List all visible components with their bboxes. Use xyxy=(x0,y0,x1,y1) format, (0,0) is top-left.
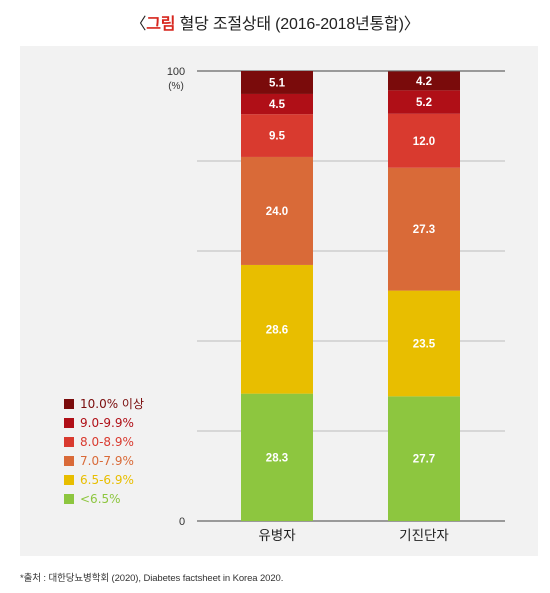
bar-segment xyxy=(388,113,460,168)
title-open-bracket: 〈 xyxy=(130,16,147,33)
legend-swatch xyxy=(64,399,74,409)
legend-label: 8.0-8.9% xyxy=(80,435,134,449)
x-tick-label: 기진단자 xyxy=(399,528,449,544)
title-prefix: 그림 xyxy=(146,16,176,33)
data-label: 28.6 xyxy=(266,324,288,336)
bar-segment xyxy=(388,396,460,521)
title-text: 혈당 조절상태 (2016-2018년통합) xyxy=(179,16,404,33)
legend-swatch xyxy=(64,456,74,466)
data-label: 27.7 xyxy=(413,454,435,466)
y-tick-label-bottom: 0 xyxy=(179,516,185,528)
data-label: 5.1 xyxy=(269,77,286,89)
data-label: 24.0 xyxy=(266,206,288,218)
data-label: 4.5 xyxy=(269,99,286,111)
x-tick-label: 유병자 xyxy=(258,528,296,544)
data-label: 23.5 xyxy=(413,338,436,350)
legend-label: <6.5% xyxy=(80,492,121,506)
data-label: 27.3 xyxy=(413,224,435,236)
data-label: 5.2 xyxy=(416,97,432,109)
legend-label: 9.0-9.9% xyxy=(80,416,134,430)
title-close-bracket: 〉 xyxy=(403,16,420,33)
bar-segment xyxy=(241,71,313,94)
bar-segment xyxy=(388,167,460,291)
legend-swatch xyxy=(64,418,74,428)
data-label: 28.3 xyxy=(266,452,288,464)
bar-segment xyxy=(241,393,313,521)
chart-title: 〈그림 혈당 조절상태 (2016-2018년통합)〉 xyxy=(0,10,550,34)
bar-segment xyxy=(241,114,313,157)
data-label: 9.5 xyxy=(269,131,286,143)
y-unit-label: (%) xyxy=(168,81,184,92)
legend-label: 10.0% 이상 xyxy=(80,397,144,411)
data-label: 12.0 xyxy=(413,136,435,148)
legend-label: 7.0-7.9% xyxy=(80,454,134,468)
y-tick-label-top: 100 xyxy=(167,66,185,78)
data-label: 4.2 xyxy=(416,76,432,88)
bar-segment xyxy=(388,290,460,397)
legend-label: 6.5-6.9% xyxy=(80,473,134,487)
legend-swatch xyxy=(64,494,74,504)
legend-swatch xyxy=(64,437,74,447)
bar-segment xyxy=(388,71,460,91)
bar-segment xyxy=(241,93,313,115)
bar-segment xyxy=(241,264,313,394)
bar-segment xyxy=(241,156,313,265)
source-note: *출처 : 대한당뇨병학회 (2020), Diabetes factsheet… xyxy=(20,573,284,584)
bar-segment xyxy=(388,90,460,114)
legend-swatch xyxy=(64,475,74,485)
